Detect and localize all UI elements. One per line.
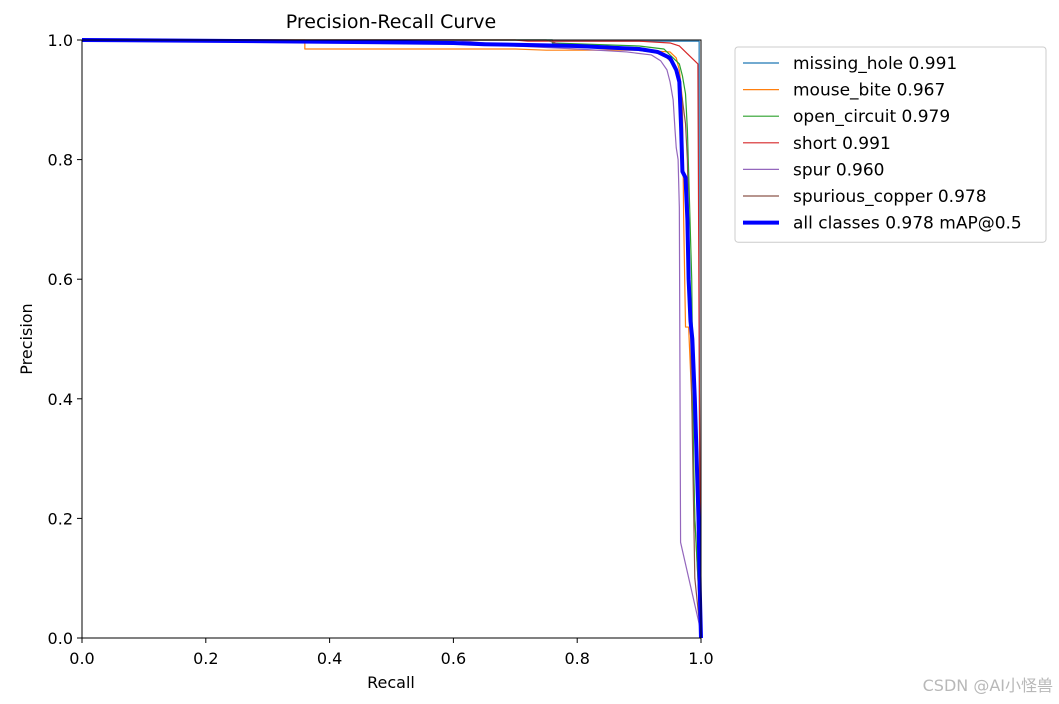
y-axis-label: Precision xyxy=(17,303,36,374)
x-tick-label: 0.8 xyxy=(564,649,589,668)
x-axis-label: Recall xyxy=(367,673,415,692)
series-line-4 xyxy=(82,39,702,633)
plot-frame xyxy=(81,39,702,639)
y-tick-label: 0.4 xyxy=(48,390,73,409)
legend-label: all classes 0.978 mAP@0.5 xyxy=(793,214,1022,234)
x-tick-label: 0.6 xyxy=(441,649,466,668)
y-tick-label: 0.2 xyxy=(48,509,73,528)
series-line-5 xyxy=(82,39,702,639)
legend-label: spurious_copper 0.978 xyxy=(793,187,987,207)
legend-box xyxy=(734,46,1047,243)
chart-title: Precision-Recall Curve xyxy=(286,11,496,33)
legend-label: short 0.991 xyxy=(793,134,891,154)
y-tick-label: 0.0 xyxy=(48,629,73,648)
series-layer xyxy=(81,38,703,639)
legend-label: mouse_bite 0.967 xyxy=(793,81,945,101)
legend: missing_hole 0.991 mouse_bite 0.967 open_c… xyxy=(734,46,1047,243)
x-tick-label: 1.0 xyxy=(688,649,713,668)
legend-label: open_circuit 0.979 xyxy=(793,107,950,127)
series-line-0 xyxy=(82,39,701,639)
x-tick-label: 0.4 xyxy=(317,649,342,668)
series-line-2 xyxy=(82,39,702,639)
y-tick-label: 0.8 xyxy=(48,151,73,170)
watermark: CSDN @AI小怪兽 xyxy=(922,676,1053,695)
y-tick-label: 0.6 xyxy=(48,270,73,289)
x-tick-label: 0.2 xyxy=(193,649,218,668)
legend-label: spur 0.960 xyxy=(793,160,884,180)
series-line-1 xyxy=(82,39,702,639)
legend-label: missing_hole 0.991 xyxy=(793,54,957,74)
series-line-3 xyxy=(82,39,701,639)
series-line-6 xyxy=(81,38,703,639)
tick-layer: 0.0 0.2 0.4 0.6 0.8 1.0 0.0 0.2 0.4 0.6 0.8 1.0 xyxy=(48,31,714,668)
x-tick-label: 0.0 xyxy=(69,649,94,668)
y-tick-label: 1.0 xyxy=(48,31,73,50)
